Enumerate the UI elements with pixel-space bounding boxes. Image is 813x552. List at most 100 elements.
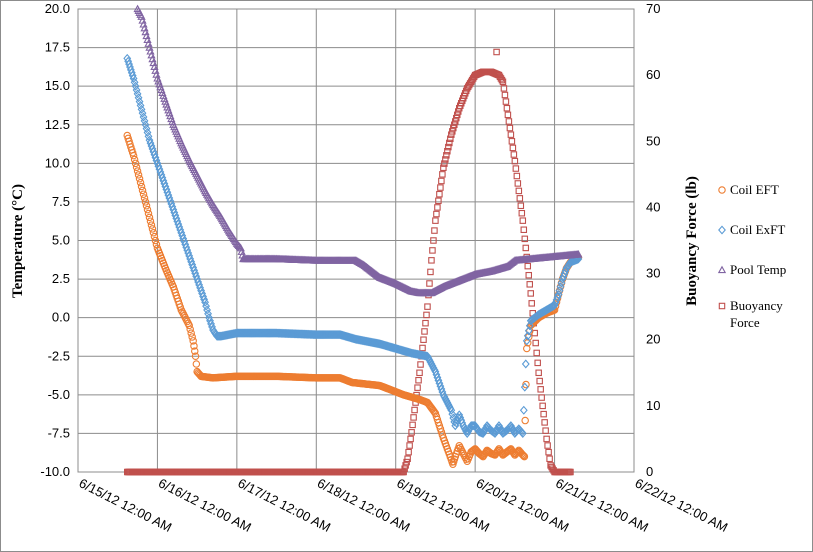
data-point (540, 410, 547, 418)
data-point (415, 376, 422, 384)
data-point (140, 116, 149, 126)
data-point (131, 159, 140, 168)
data-point (525, 271, 533, 279)
data-point (405, 448, 412, 456)
data-point (411, 406, 418, 414)
y2-tick-label: 10 (646, 398, 660, 413)
data-point (143, 205, 152, 214)
data-point (522, 244, 530, 252)
data-point (149, 229, 158, 237)
data-point (136, 100, 145, 110)
data-point (202, 301, 211, 311)
data-point (533, 349, 540, 357)
data-point (134, 93, 143, 103)
data-point (545, 448, 552, 456)
data-point (521, 235, 529, 243)
data-point (134, 171, 143, 179)
data-point (445, 143, 452, 151)
data-marks (123, 4, 583, 476)
data-point (207, 319, 215, 329)
data-point (528, 300, 535, 307)
legend-item: Pool Temp (717, 262, 786, 277)
data-point (132, 85, 141, 95)
data-point (204, 309, 212, 319)
series-buoyancy-force (123, 48, 574, 476)
data-point (420, 336, 427, 343)
y2-tick-label: 40 (646, 199, 660, 214)
data-point (526, 281, 533, 288)
x-axis-tick-labels: 6/15/12 12:00 AM6/16/12 12:00 AM6/17/12 … (77, 475, 731, 535)
data-point (438, 177, 445, 185)
data-point (439, 171, 446, 178)
data-point (148, 225, 157, 233)
data-point (409, 421, 416, 429)
legend-label: Coil ExFT (730, 222, 785, 237)
data-point (133, 167, 142, 175)
y-tick-label: -5.0 (48, 387, 70, 402)
data-point (505, 118, 513, 125)
data-point (446, 139, 453, 147)
data-point (512, 165, 520, 172)
data-point (129, 151, 138, 160)
data-point (187, 329, 195, 337)
y-tick-label: 20.0 (45, 1, 70, 16)
data-point (403, 458, 410, 466)
data-point (143, 127, 152, 138)
data-point (447, 135, 454, 143)
y2-tick-label: 50 (646, 133, 660, 148)
data-point (419, 344, 426, 352)
y-tick-label: 17.5 (45, 40, 70, 55)
legend-label: Force (730, 315, 760, 330)
data-point (138, 108, 147, 118)
data-point (451, 121, 458, 129)
data-point (537, 386, 544, 393)
data-point (522, 380, 530, 389)
data-point (424, 303, 431, 310)
gridlines (77, 8, 635, 473)
data-point (200, 294, 209, 304)
y-tick-label: 10.0 (45, 155, 70, 170)
data-point (504, 111, 512, 119)
y-axis-title: Temperature (°C) (10, 184, 26, 298)
data-point (524, 262, 532, 270)
data-point (423, 311, 430, 319)
series-coil-exft (123, 53, 583, 438)
data-point (574, 250, 583, 258)
data-point (144, 209, 153, 218)
data-point (190, 342, 198, 350)
data-point (414, 384, 421, 391)
data-point (144, 131, 153, 141)
data-point (514, 180, 522, 187)
data-point (185, 321, 193, 330)
data-point (527, 290, 534, 297)
data-point (553, 292, 562, 302)
data-point (450, 124, 457, 132)
data-point (189, 337, 197, 345)
data-point (521, 416, 529, 425)
data-point (426, 280, 433, 287)
data-point (497, 75, 505, 82)
data-point (432, 217, 439, 224)
data-point (449, 128, 456, 135)
data-point (135, 175, 144, 183)
data-point (141, 198, 150, 206)
data-point (501, 91, 509, 99)
data-point (435, 197, 442, 205)
data-point (400, 468, 407, 476)
data-point (137, 104, 146, 114)
data-point (404, 455, 411, 463)
legend-label: Coil EFT (730, 182, 779, 197)
data-point (452, 118, 459, 125)
data-point (521, 359, 530, 369)
data-point (406, 442, 413, 449)
legend-marker (718, 302, 726, 310)
data-point (519, 217, 527, 224)
data-point (538, 394, 545, 401)
data-point (192, 360, 201, 368)
y2-axis-title: Buoyancy Force (lb) (684, 176, 700, 306)
data-point (191, 352, 200, 360)
data-point (417, 361, 424, 368)
data-point (448, 409, 457, 419)
data-point (502, 98, 510, 105)
data-point (510, 151, 518, 158)
